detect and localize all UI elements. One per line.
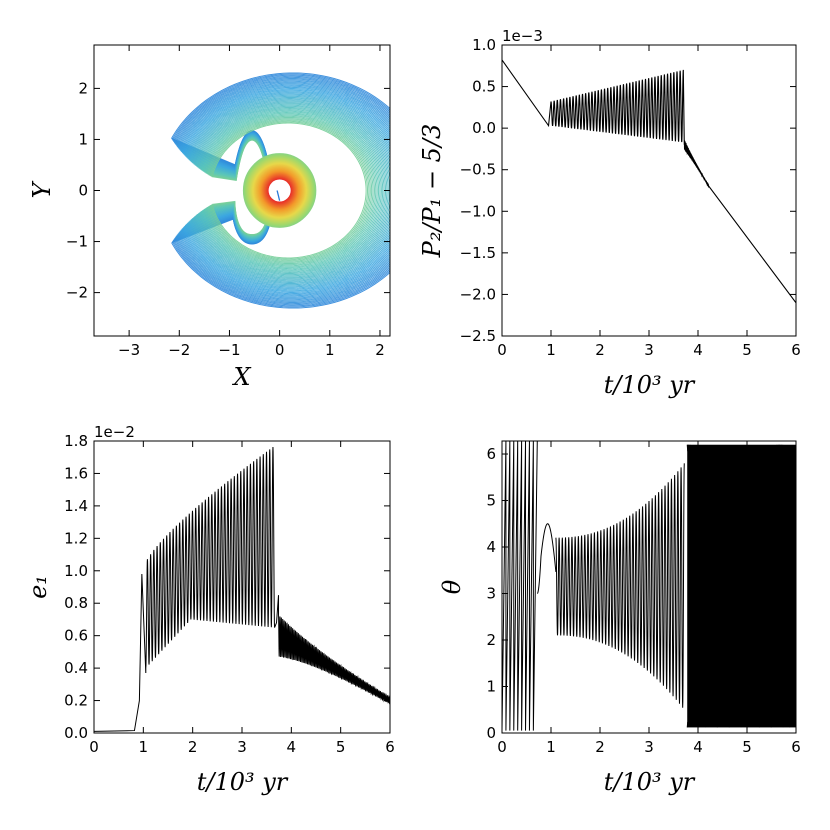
y-tick-label: −1.0 [460,202,496,220]
x-axis-label: X [231,363,251,391]
eccentricity-plot: 0 1 2 3 4 5 6 0.0 0.2 0.4 0.6 0.8 1.0 1.2 1.4 1.6 1.8 t/1… [24,423,395,796]
x-tick-label: 0 [497,341,507,359]
y-tick-label: 6 [486,445,496,463]
y-tick-label: 2 [78,79,88,97]
y-tick-label: −1.5 [460,244,496,262]
y-tick-label: 0 [78,182,88,200]
x-tick-label: 4 [693,738,703,756]
x-tick-label: 1 [325,341,335,359]
plot-area [94,447,390,732]
y-tick-label: 3 [486,585,496,603]
y-tick-label: 0 [486,724,496,742]
series-eccentricity [94,447,390,732]
y-tick-label: −2.5 [460,327,496,345]
series-theta-fringe-bottom [686,720,796,728]
orbit-ring [267,178,292,203]
x-tick-label: 6 [385,738,395,756]
plot-area [170,72,390,309]
x-tick-label: −2 [168,341,190,359]
x-tick-label: 5 [742,738,752,756]
x-tick-label: 6 [791,738,801,756]
y-tick-label: 1 [486,678,496,696]
x-tick-label: 5 [742,341,752,359]
y-tick-label: −0.5 [460,161,496,179]
x-tick-label: 0 [275,341,285,359]
y-tick-label: 0.0 [472,119,496,137]
x-tick-label: 5 [336,738,346,756]
y-tick-label: 2 [486,631,496,649]
y-tick-label: 1.6 [64,464,88,482]
period-ratio-plot: 0 1 2 3 4 5 6 −2.5 −2.0 −1.5 −1.0 −0.5 0.0 0.5 1.0 t/10… [418,27,801,399]
y-tick-label: −1 [66,233,88,251]
plot-area [502,59,796,304]
plot-area [502,441,796,731]
y-axis-label: P₂/P₁ − 5/3 [418,124,446,259]
x-tick-label: 6 [791,341,801,359]
series-theta-fringe-top [686,444,796,454]
series-theta-transition [537,523,557,594]
x-tick-label: 1 [139,738,149,756]
x-tick-label: −1 [218,341,240,359]
x-tick-label: 0 [497,738,507,756]
x-tick-label: 2 [188,738,198,756]
x-axis-label: t/10³ yr [604,371,696,399]
axis-offset-label: 1e−3 [502,27,543,45]
y-tick-label: −2.0 [460,285,496,303]
y-tick-label: 1.4 [64,497,88,515]
resonant-angle-plot: 0 1 2 3 4 5 6 0 1 2 3 4 5 6 t/10³ yr θ [438,440,801,796]
y-tick-label: −2 [66,284,88,302]
orbit-center-hole [268,179,291,202]
y-tick-label: 1 [78,130,88,148]
x-tick-label: 3 [644,341,654,359]
orbit-plot: −3 −2 −1 0 1 2 −2 −1 0 1 2 X Y [28,44,391,391]
x-tick-label: 0 [89,738,99,756]
x-tick-label: 3 [237,738,247,756]
series-theta-circulation-early [502,441,538,731]
x-tick-label: 2 [595,738,605,756]
x-tick-label: 2 [595,341,605,359]
x-tick-label: 4 [287,738,297,756]
y-tick-label: 4 [486,538,496,556]
x-tick-label: 1 [546,341,556,359]
y-tick-label: 5 [486,492,496,510]
series-theta-libration [555,463,685,708]
x-axis-label: t/10³ yr [604,768,696,796]
y-tick-label: 1.0 [472,36,496,54]
y-tick-label: 0.6 [64,627,88,645]
x-axis-label: t/10³ yr [197,768,289,796]
y-axis-label: θ [438,579,466,594]
y-tick-label: 0.4 [64,659,88,677]
orbit-trace [276,190,281,201]
series-period-ratio [502,59,796,304]
x-tick-label: 4 [693,341,703,359]
y-tick-label: 0.5 [472,78,496,96]
x-tick-label: −3 [118,341,140,359]
axis-offset-label: 1e−2 [94,423,135,441]
y-tick-label: 0.8 [64,594,88,612]
y-tick-label: 1.0 [64,562,88,580]
x-tick-label: 1 [546,738,556,756]
y-axis-label: Y [28,180,56,198]
y-tick-label: 0.0 [64,724,88,742]
orbit-loop [211,122,367,259]
x-tick-label: 3 [644,738,654,756]
y-axis-label: e₁ [24,575,52,599]
y-tick-label: 1.2 [64,529,88,547]
y-tick-label: 1.8 [64,432,88,450]
series-theta-circulation-late [687,444,796,728]
y-tick-label: 0.2 [64,692,88,710]
x-tick-label: 2 [375,341,385,359]
